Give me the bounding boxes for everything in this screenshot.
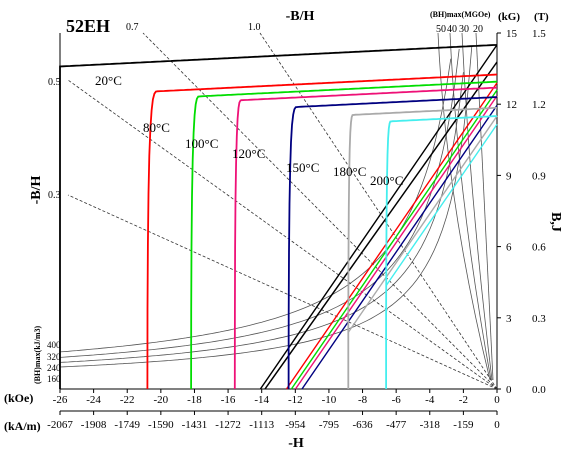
x-tick-kOe-label: -24 xyxy=(86,394,101,406)
x-unit-kOe: (kOe) xyxy=(4,391,33,405)
x-tick-kOe-label: -26 xyxy=(53,394,68,406)
left-axis-label: -B/H xyxy=(29,176,44,205)
x-tick-kAm-label: -2067 xyxy=(47,419,73,431)
x-axis-label: -H xyxy=(288,436,304,451)
bh-hyperbola xyxy=(59,72,464,363)
right-unit-kG: (kG) xyxy=(498,11,520,23)
x-tick-kOe-label: -22 xyxy=(120,394,135,406)
x-tick-kAm-label: -1908 xyxy=(81,419,107,431)
series-label: 150°C xyxy=(286,160,319,175)
y-tick-kG-label: 6 xyxy=(506,242,512,254)
y-tick-kG-label: 3 xyxy=(506,313,512,325)
y-tick-T-label: 0.6 xyxy=(532,242,546,254)
load-line-label: 0.7 xyxy=(126,22,139,33)
reference-line xyxy=(264,61,498,390)
series-j-curve xyxy=(287,96,498,390)
bh-top-tick: 30 xyxy=(459,24,469,35)
x-tick-kOe-label: -2 xyxy=(459,394,468,406)
left-bh-unit: (BH)max(kJ/m3) xyxy=(33,325,42,384)
x-tick-kOe-label: 0 xyxy=(494,394,500,406)
load-line xyxy=(67,194,498,390)
chart-labels: 52EH -B/H -B/H B,J (kG) (T) (BH)max(MGOe… xyxy=(4,9,561,451)
y-tick-kG-label: 9 xyxy=(506,170,512,182)
right-axis-label: B,J xyxy=(548,212,561,232)
x-tick-kAm-label: 0 xyxy=(494,419,500,431)
load-lines xyxy=(67,32,498,390)
series-j-curve xyxy=(233,86,498,390)
x-tick-kAm-label: -1272 xyxy=(215,419,241,431)
series-label: 20°C xyxy=(95,73,122,88)
bh-left-tick: 400 xyxy=(47,340,61,350)
series-label: 100°C xyxy=(185,136,218,151)
x-tick-kOe-label: -8 xyxy=(358,394,368,406)
x-tick-kAm-label: -795 xyxy=(319,419,340,431)
y-tick-kG-label: 15 xyxy=(506,28,518,40)
series-b-line xyxy=(294,95,498,390)
series-b-line xyxy=(301,104,498,390)
series-j-curve xyxy=(385,115,498,389)
bh-steep-curve xyxy=(475,32,494,381)
series-label: 180°C xyxy=(333,164,366,179)
y-tick-T-label: 1.5 xyxy=(532,28,546,40)
x-tick-kAm-label: -636 xyxy=(352,419,373,431)
load-line xyxy=(67,79,498,390)
y-tick-kG-label: 12 xyxy=(506,99,517,111)
bh-left-tick: 160 xyxy=(47,374,61,384)
bh-hyperbola xyxy=(59,49,460,358)
x-tick-kAm-label: -1431 xyxy=(182,419,208,431)
load-line-label: 0.3 xyxy=(48,190,61,201)
x-tick-kOe-label: -10 xyxy=(322,394,337,406)
top-axis-label: -B/H xyxy=(286,9,315,24)
series-b-line xyxy=(347,115,498,333)
series-curves xyxy=(59,44,498,390)
series-b-line xyxy=(385,123,498,287)
right-unit-T: (T) xyxy=(534,11,549,23)
x-tick-kAm-label: -1749 xyxy=(114,419,140,431)
top-bh-unit: (BH)max(MGOe) xyxy=(430,10,491,19)
bh-steep-curve xyxy=(461,32,493,381)
y-tick-T-label: 0.3 xyxy=(532,313,546,325)
bh-top-tick: 20 xyxy=(473,24,483,35)
x-tick-kOe-label: -4 xyxy=(425,394,435,406)
x-tick-kAm-label: -1590 xyxy=(148,419,174,431)
bh-top-tick: 40 xyxy=(447,24,457,35)
load-line xyxy=(142,32,498,390)
bh-left-tick: 240 xyxy=(47,363,61,373)
x-unit-kAm: (kA/m) xyxy=(4,419,41,433)
x-tick-kAm-label: -1113 xyxy=(249,419,274,431)
x-tick-kAm-label: -159 xyxy=(453,419,474,431)
x-tick-kOe-label: -14 xyxy=(254,394,269,406)
x-tick-kAm-label: -318 xyxy=(420,419,441,431)
series-b-line xyxy=(285,82,498,390)
y-tick-T-label: 1.2 xyxy=(532,99,546,111)
load-line-label: 1.0 xyxy=(248,22,261,33)
x-tick-kOe-label: -12 xyxy=(288,394,303,406)
series-b-line xyxy=(259,44,498,390)
x-tick-kOe-label: -20 xyxy=(154,394,169,406)
load-line-label: 0.5 xyxy=(48,77,61,88)
x-tick-kOe-label: -16 xyxy=(221,394,236,406)
series-label: 120°C xyxy=(232,146,265,161)
series-j-curve xyxy=(146,73,498,390)
series-label: 200°C xyxy=(370,173,403,188)
bh-hyperbola xyxy=(59,46,473,368)
series-label: 80°C xyxy=(143,120,170,135)
series-j-curve xyxy=(190,80,498,390)
series-j-curve xyxy=(347,106,498,389)
y-tick-kG-label: 0 xyxy=(506,384,512,396)
y-tick-T-label: 0.9 xyxy=(532,170,546,182)
x-tick-kOe-label: -18 xyxy=(187,394,202,406)
bh-top-tick: 50 xyxy=(436,24,446,35)
x-tick-kAm-label: -477 xyxy=(386,419,407,431)
bh-left-tick: 320 xyxy=(47,352,61,362)
chart-title: 52EH xyxy=(66,16,110,36)
x-tick-kAm-label: -954 xyxy=(285,419,306,431)
x-tick-kOe-label: -6 xyxy=(392,394,402,406)
y-tick-T-label: 0.0 xyxy=(532,384,546,396)
series-j-curve xyxy=(59,44,497,389)
series-b-line xyxy=(290,89,498,390)
